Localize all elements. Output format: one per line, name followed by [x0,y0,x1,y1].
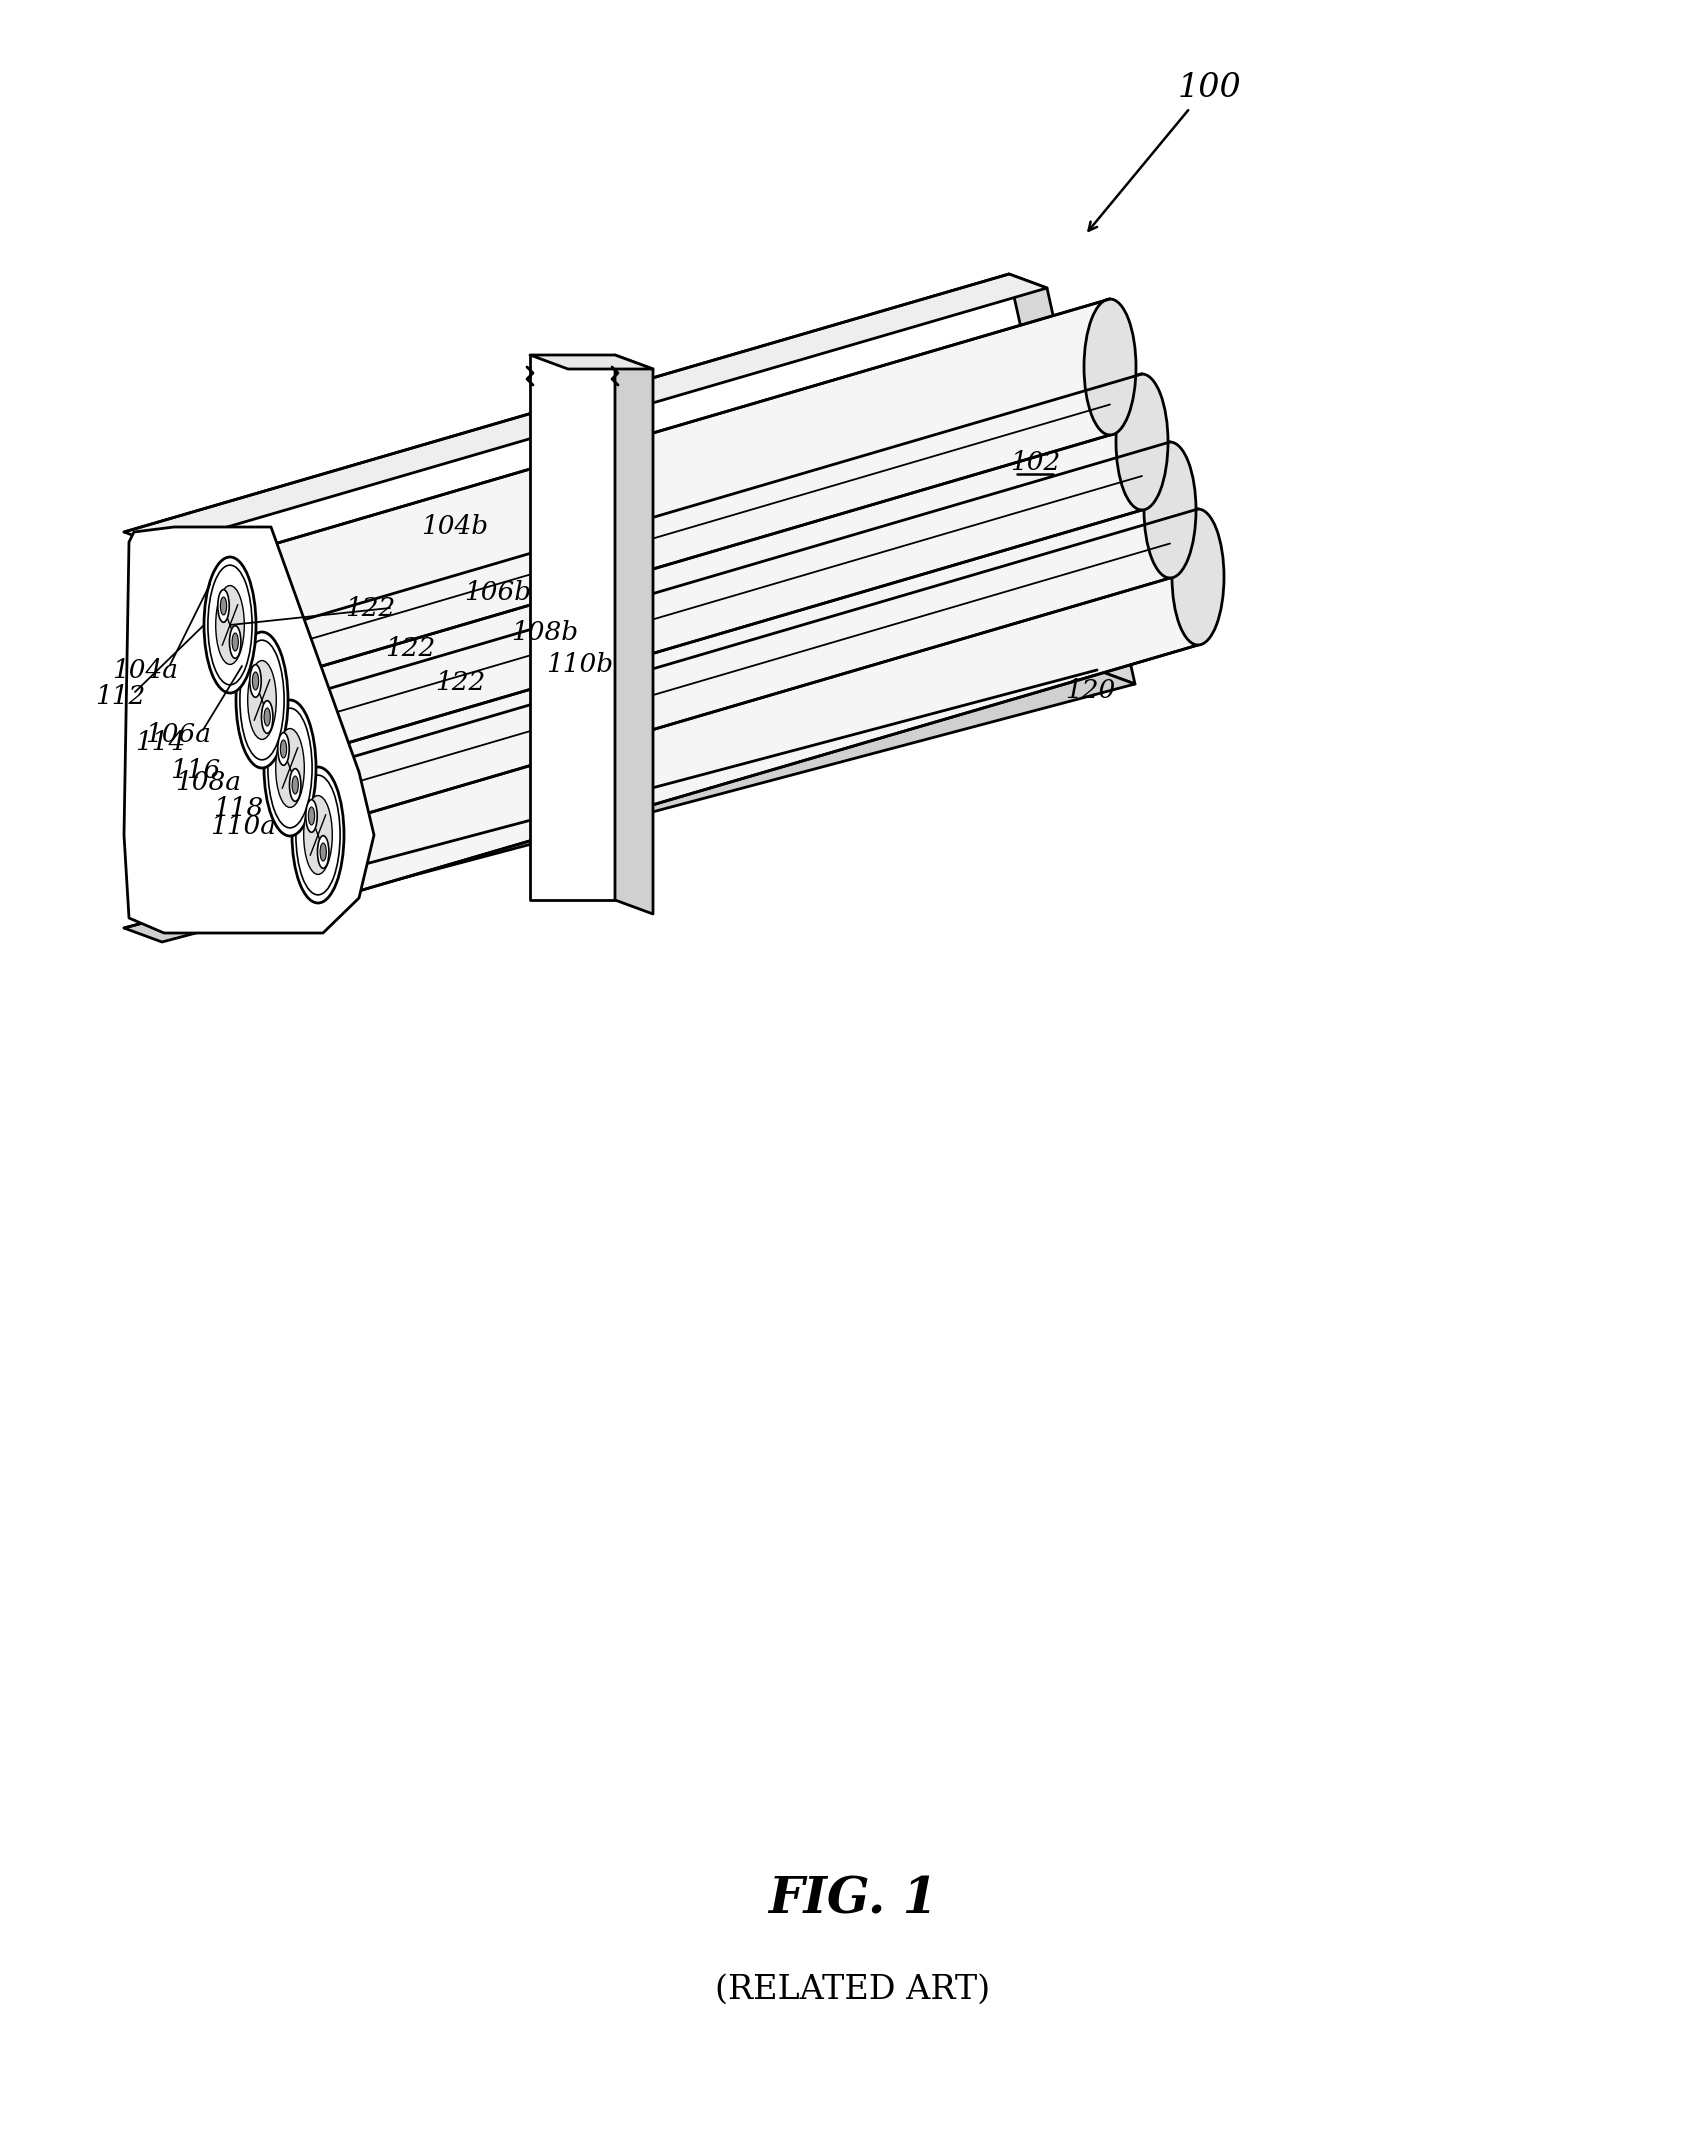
Ellipse shape [268,708,312,828]
Ellipse shape [261,701,273,733]
Ellipse shape [319,843,326,860]
Ellipse shape [265,708,270,727]
Ellipse shape [248,660,277,740]
Text: FIG. 1: FIG. 1 [768,1876,937,1925]
Text: 122: 122 [384,635,435,660]
Text: 102: 102 [1011,450,1060,475]
Text: 104a: 104a [113,658,178,682]
Ellipse shape [249,665,261,697]
Polygon shape [230,299,1110,693]
Ellipse shape [232,632,239,652]
Ellipse shape [318,837,329,869]
Ellipse shape [265,699,316,837]
Text: 106a: 106a [145,723,212,749]
Polygon shape [529,355,654,370]
Text: 108b: 108b [512,619,579,645]
Text: 120: 120 [1065,678,1115,703]
Polygon shape [529,355,615,899]
Ellipse shape [1084,299,1135,435]
Ellipse shape [205,557,256,693]
Ellipse shape [292,768,345,903]
Ellipse shape [1144,441,1197,579]
Text: 116: 116 [171,757,220,783]
Text: 104b: 104b [422,514,488,540]
Ellipse shape [306,800,318,832]
Ellipse shape [1116,374,1168,510]
Polygon shape [318,510,1198,903]
Text: 110a: 110a [210,813,277,839]
Text: 106b: 106b [464,581,531,604]
Text: 122: 122 [345,596,394,619]
Text: 110b: 110b [546,652,613,678]
Text: 112: 112 [96,684,145,710]
Text: 114: 114 [135,729,184,755]
Ellipse shape [1173,510,1224,645]
Text: 122: 122 [435,669,485,695]
Ellipse shape [236,632,288,768]
Polygon shape [290,441,1169,837]
Ellipse shape [278,733,288,766]
Text: (RELATED ART): (RELATED ART) [715,1975,990,2007]
Ellipse shape [309,807,314,826]
Text: 108a: 108a [176,770,241,796]
Polygon shape [615,355,654,914]
Ellipse shape [241,641,283,759]
Ellipse shape [280,740,287,757]
Polygon shape [1009,273,1135,684]
Ellipse shape [220,598,227,615]
Text: 118: 118 [213,796,263,820]
Polygon shape [261,374,1142,768]
Ellipse shape [215,585,244,665]
Text: 100: 100 [1178,71,1243,103]
Ellipse shape [290,768,300,802]
Ellipse shape [218,589,229,622]
Polygon shape [125,669,1135,942]
Ellipse shape [253,671,259,690]
Polygon shape [125,273,1046,546]
Ellipse shape [277,729,304,807]
Ellipse shape [208,566,253,684]
Polygon shape [125,527,374,934]
Ellipse shape [295,774,340,895]
Ellipse shape [229,626,241,658]
Ellipse shape [304,796,333,875]
Ellipse shape [292,777,299,794]
